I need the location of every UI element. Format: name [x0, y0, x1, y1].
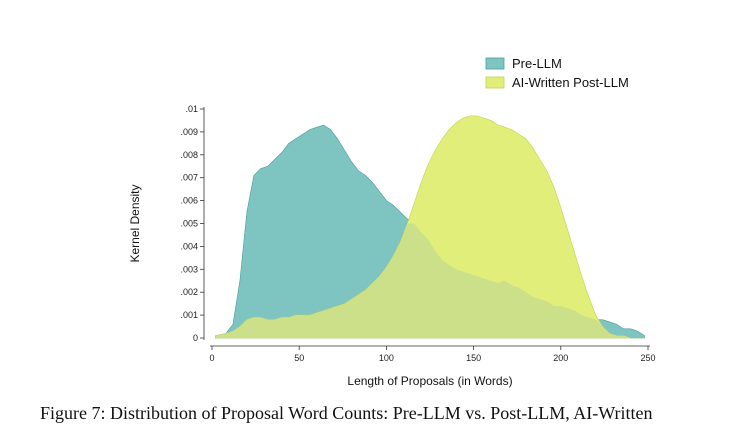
- x-axis-title: Length of Proposals (in Words): [347, 374, 512, 388]
- y-tick-label: .008: [180, 150, 198, 160]
- y-tick-label: 0: [193, 333, 198, 343]
- y-tick-label: .009: [180, 127, 198, 137]
- x-tick-label: 250: [640, 353, 655, 363]
- y-tick-label: .01: [185, 104, 198, 114]
- legend: Pre-LLM AI-Written Post-LLM: [485, 56, 629, 90]
- y-tick-label: .003: [180, 264, 198, 274]
- series-overlap-area: [215, 223, 645, 338]
- y-axis-title: Kernel Density: [128, 184, 142, 262]
- legend-label-ai-written-post-llm: AI-Written Post-LLM: [512, 75, 629, 90]
- y-tick-label: .005: [180, 219, 198, 229]
- y-tick-label: .006: [180, 196, 198, 206]
- x-tick-label: 200: [553, 353, 568, 363]
- y-tick-label: .004: [180, 241, 198, 251]
- figure-caption: Figure 7: Distribution of Proposal Word …: [40, 403, 653, 423]
- kernel-density-chart: 0 .001 .002 .003 .004 .005 .006 .007 .008 .009 .01…: [128, 56, 656, 388]
- legend-label-pre-llm: Pre-LLM: [512, 56, 562, 71]
- x-tick-label: 0: [209, 353, 214, 363]
- x-tick-label: 50: [294, 353, 304, 363]
- legend-swatch-ai-written-post-llm: [485, 76, 505, 89]
- axes: 0 .001 .002 .003 .004 .005 .006 .007 .008 .009 .01…: [180, 104, 655, 363]
- x-tick-label: 100: [379, 353, 394, 363]
- y-tick-label: .002: [180, 287, 198, 297]
- x-tick-label: 150: [466, 353, 481, 363]
- y-tick-label: .007: [180, 173, 198, 183]
- plot-area: [215, 115, 645, 339]
- legend-swatch-pre-llm: [485, 57, 505, 70]
- y-tick-label: .001: [180, 310, 198, 320]
